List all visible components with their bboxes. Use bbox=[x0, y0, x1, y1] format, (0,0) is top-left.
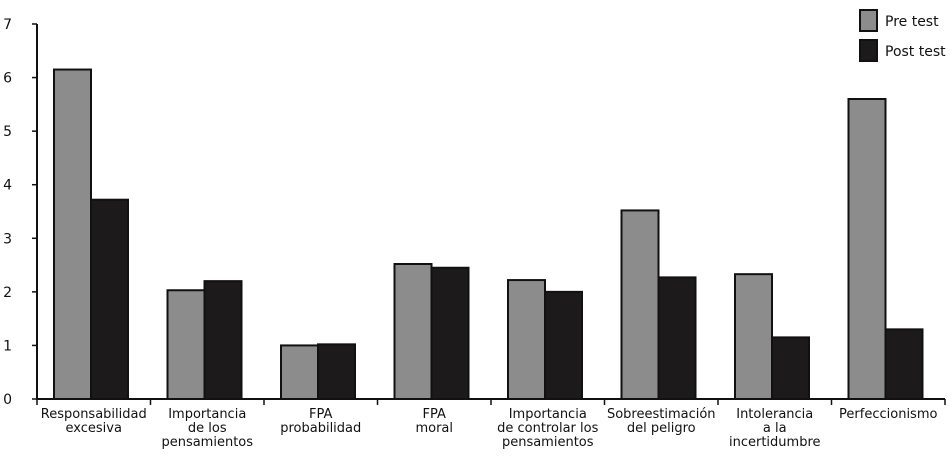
category-label-line: incertidumbre bbox=[729, 435, 821, 450]
y-tick-label: 5 bbox=[3, 124, 12, 140]
category-label-line: probabilidad bbox=[280, 421, 361, 436]
category-label: FPA moral bbox=[415, 407, 453, 436]
bar-post-test bbox=[544, 290, 583, 401]
bar-post-test bbox=[203, 280, 243, 400]
category-label: Sobreestimación del peligro bbox=[607, 407, 716, 436]
bar-pre-test bbox=[620, 209, 660, 400]
category-label-line: moral bbox=[415, 421, 453, 436]
bar-post-test bbox=[317, 343, 356, 401]
y-tick-label: 1 bbox=[3, 338, 12, 354]
bar-pre-test bbox=[847, 98, 887, 400]
category-label-line: pensamientos bbox=[502, 435, 594, 450]
y-tick-label: 7 bbox=[3, 17, 12, 33]
legend-swatch-post-test bbox=[859, 39, 878, 62]
category-label: Responsabilidad excesiva bbox=[41, 407, 147, 436]
bar-post-test bbox=[657, 276, 697, 400]
category-label-line: Importancia bbox=[168, 407, 246, 422]
category-label-line: Responsabilidad bbox=[41, 407, 147, 422]
category-label-line: a la bbox=[763, 421, 787, 436]
legend-label-post-test: Post test bbox=[885, 44, 946, 60]
category-label-line: excesiva bbox=[66, 421, 122, 436]
bar-pre-test bbox=[393, 263, 433, 400]
category-label-line: del peligro bbox=[627, 421, 696, 436]
bar-pre-test bbox=[166, 289, 206, 400]
category-label-line: de los bbox=[188, 421, 227, 436]
y-tick-label: 0 bbox=[3, 392, 12, 408]
y-tick-label: 3 bbox=[3, 231, 12, 247]
bar-post-test bbox=[430, 266, 470, 400]
legend-swatch-pre-test bbox=[859, 9, 878, 32]
category-label: Intolerancia a la incertidumbre bbox=[729, 407, 821, 450]
y-tick-label: 2 bbox=[3, 285, 12, 301]
category-label-line: Perfeccionismo bbox=[839, 407, 937, 422]
category-label-line: Intolerancia bbox=[736, 407, 813, 422]
bar-pre-test bbox=[734, 273, 773, 400]
category-label-line: Importancia bbox=[509, 407, 587, 422]
legend-label-pre-test: Pre test bbox=[885, 14, 939, 30]
bar-post-test bbox=[884, 328, 924, 401]
y-tick-label: 6 bbox=[3, 71, 12, 87]
category-label-line: de controlar los bbox=[497, 421, 598, 436]
category-label: Importancia de controlar los pensamientos bbox=[497, 407, 598, 450]
category-label-line: FPA bbox=[309, 407, 332, 422]
bar-pre-test bbox=[280, 344, 319, 400]
category-label: Importancia de los pensamientos bbox=[161, 407, 253, 450]
bars bbox=[53, 68, 924, 401]
category-label-line: pensamientos bbox=[161, 435, 253, 450]
bar-post-test bbox=[90, 198, 129, 400]
category-label: Perfeccionismo bbox=[839, 407, 937, 422]
bar-post-test bbox=[771, 336, 810, 400]
category-label-line: Sobreestimación bbox=[607, 407, 716, 422]
category-label-line: FPA bbox=[423, 407, 446, 422]
category-label: FPA probabilidad bbox=[280, 407, 361, 436]
legend: Pre test Post test bbox=[859, 9, 946, 62]
y-tick-label: 4 bbox=[3, 178, 12, 194]
bar-pre-test bbox=[507, 279, 546, 401]
bar-pre-test bbox=[53, 68, 92, 401]
